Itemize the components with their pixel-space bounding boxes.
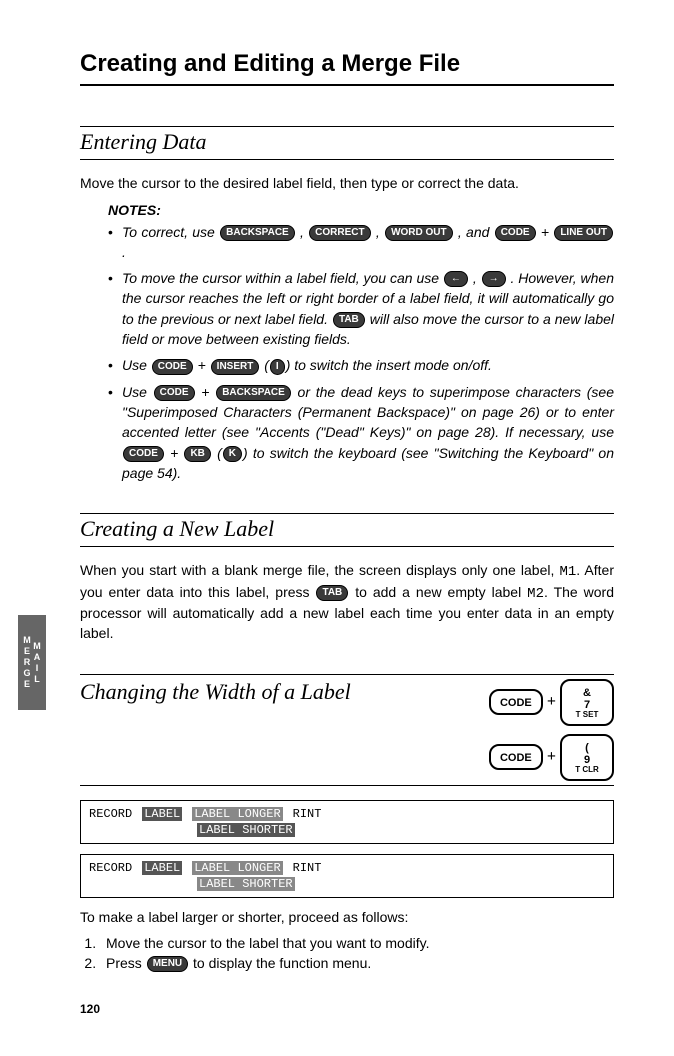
rec1-col4: RINT: [293, 807, 322, 821]
section-width-title: Changing the Width of a Label: [80, 677, 351, 705]
big-key-9: ( 9 T CLR: [560, 734, 614, 781]
note-item-3: Use CODE + INSERT (I) to switch the inse…: [108, 355, 614, 375]
section-entering-data-title: Entering Data: [80, 126, 614, 160]
width-outro: To make a label larger or shorter, proce…: [80, 908, 614, 928]
key-code: CODE: [495, 225, 536, 241]
key-combo-block: CODE + & 7 T SET CODE + ( 9 T CLR: [489, 677, 614, 781]
step-1: Move the cursor to the label that you wa…: [100, 935, 614, 951]
key-wordout: WORD OUT: [385, 225, 453, 241]
rec1-col2: LABEL: [142, 807, 182, 821]
entering-data-intro: Move the cursor to the desired label fie…: [80, 174, 614, 194]
key-code-3: CODE: [154, 385, 195, 401]
key-insert: INSERT: [211, 359, 260, 375]
key-i: I: [270, 359, 285, 375]
big-key-code-1: CODE: [489, 689, 543, 715]
key-code-2: CODE: [152, 359, 193, 375]
rec2-col4: RINT: [293, 861, 322, 875]
note4-text: Use: [122, 384, 153, 400]
rec2-col2: LABEL: [142, 861, 182, 875]
side-tab: MAIL MERGE: [18, 615, 46, 710]
section-width-title-row: Changing the Width of a Label CODE + & 7…: [80, 674, 614, 786]
note-item-4: Use CODE + BACKSPACE or the dead keys to…: [108, 382, 614, 483]
section-new-label-title: Creating a New Label: [80, 513, 614, 547]
big-key-code-2: CODE: [489, 744, 543, 770]
note3-text: Use: [122, 357, 151, 373]
notes-heading: NOTES:: [108, 202, 614, 218]
key-backspace: BACKSPACE: [220, 225, 295, 241]
notes-block: NOTES: To correct, use BACKSPACE , CORRE…: [108, 202, 614, 484]
key-backspace-2: BACKSPACE: [216, 385, 291, 401]
rec2-col3: LABEL LONGER: [192, 861, 282, 875]
key-correct: CORRECT: [309, 225, 370, 241]
main-title: Creating and Editing a Merge File: [80, 50, 614, 86]
record-box-1: RECORD LABEL LABEL LONGER RINT LABEL SHO…: [80, 800, 614, 844]
record-box-2: RECORD LABEL LABEL LONGER RINT LABEL SHO…: [80, 854, 614, 898]
note1-text: To correct, use: [122, 224, 219, 240]
key-row-1: CODE + & 7 T SET: [489, 679, 614, 726]
note2-text: To move the cursor within a label field,…: [122, 270, 443, 286]
key-tab: TAB: [333, 312, 365, 328]
key-code-4: CODE: [123, 446, 164, 462]
page-number: 120: [80, 1002, 614, 1016]
plus-1: +: [547, 693, 556, 711]
key-right-arrow: →: [482, 271, 506, 287]
key-menu: MENU: [147, 956, 188, 972]
key-row-2: CODE + ( 9 T CLR: [489, 734, 614, 781]
label-m1: M1: [559, 564, 576, 580]
step-2: Press MENU to display the function menu.: [100, 955, 614, 972]
rec1-col1: RECORD: [89, 807, 132, 821]
key-kb: KB: [184, 446, 210, 462]
plus-2: +: [547, 748, 556, 766]
label-m2: M2: [527, 586, 544, 602]
rec2-line2: LABEL SHORTER: [197, 877, 295, 891]
big-key-7: & 7 T SET: [560, 679, 614, 726]
rec2-col1: RECORD: [89, 861, 132, 875]
key-k: K: [223, 446, 242, 462]
rec1-line2: LABEL SHORTER: [197, 823, 295, 837]
new-label-body: When you start with a blank merge file, …: [80, 561, 614, 643]
note-item-2: To move the cursor within a label field,…: [108, 268, 614, 349]
rec1-col3: LABEL LONGER: [192, 807, 282, 821]
note-item-1: To correct, use BACKSPACE , CORRECT , WO…: [108, 222, 614, 263]
key-left-arrow: ←: [444, 271, 468, 287]
key-tab-2: TAB: [316, 585, 348, 601]
key-lineout: LINE OUT: [554, 225, 613, 241]
